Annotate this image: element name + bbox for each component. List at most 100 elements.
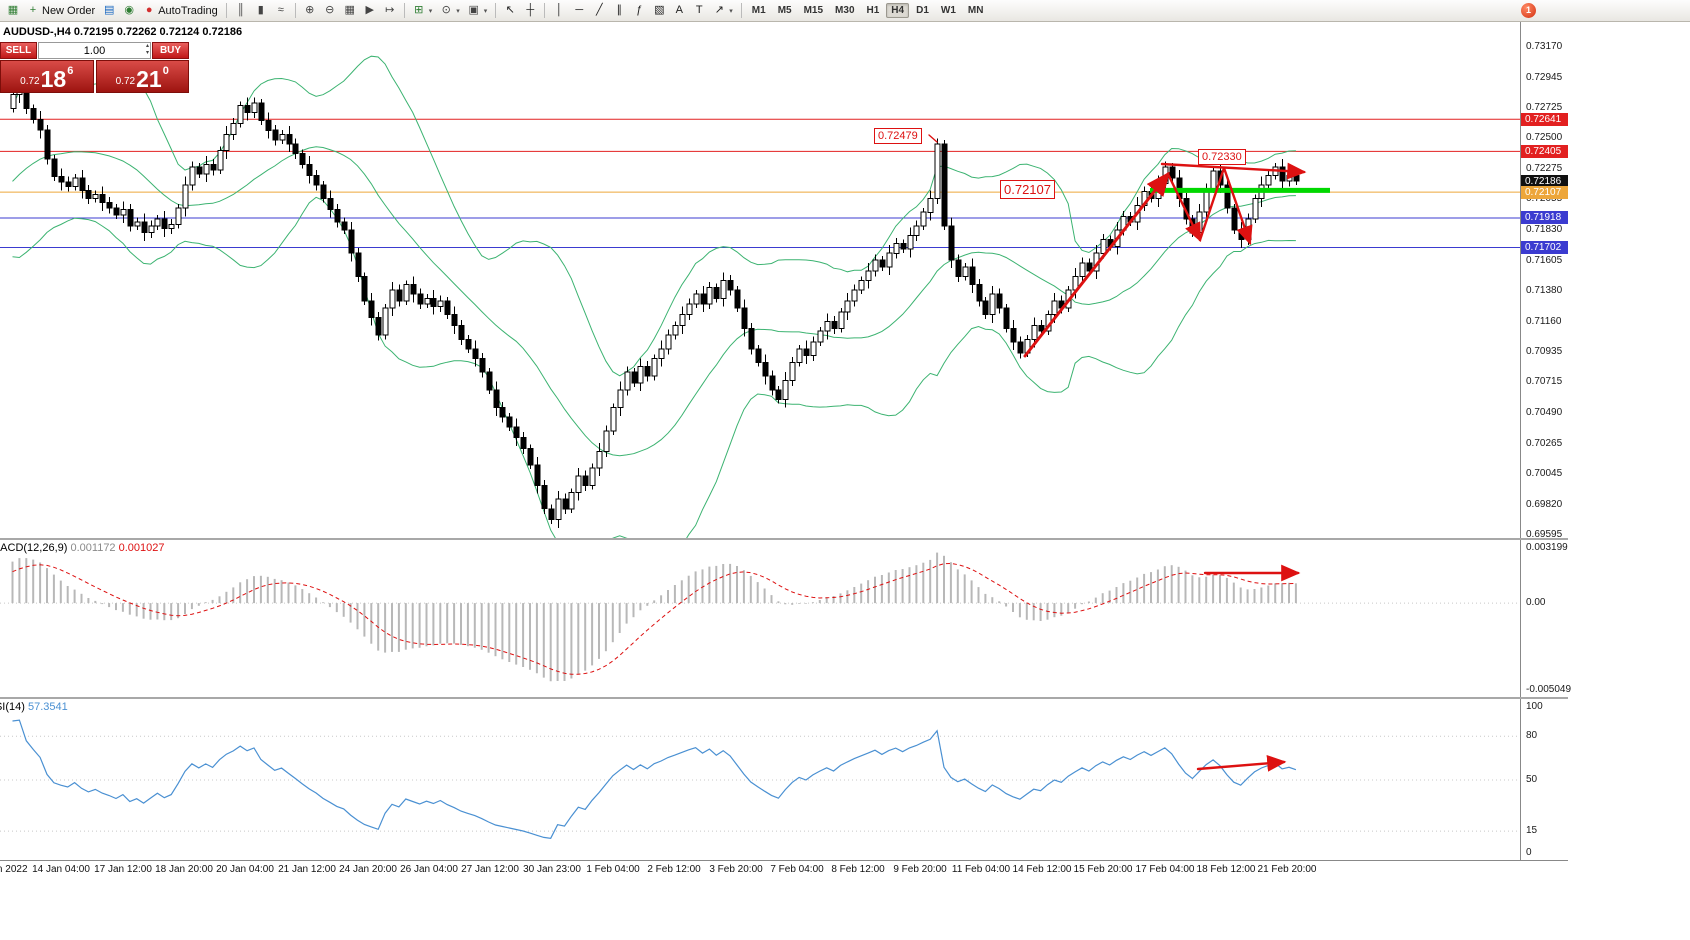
candle[interactable]: [734, 286, 741, 312]
crosshair-button[interactable]: ┼: [521, 4, 539, 17]
candle[interactable]: [444, 296, 451, 319]
candle[interactable]: [161, 210, 168, 237]
price-axis[interactable]: 0.731700.729450.727250.725000.722750.720…: [1520, 22, 1571, 878]
candle[interactable]: [927, 190, 934, 221]
candle[interactable]: [817, 327, 824, 347]
chart-profiles-button[interactable]: ▤: [100, 4, 118, 17]
candle[interactable]: [838, 307, 845, 333]
candle[interactable]: [99, 186, 106, 211]
candle[interactable]: [410, 276, 417, 303]
equidistant-channel-button[interactable]: ∥: [610, 4, 628, 17]
candle[interactable]: [65, 176, 72, 192]
candle[interactable]: [396, 284, 403, 307]
candle[interactable]: [120, 201, 127, 224]
candle[interactable]: [982, 296, 989, 319]
candle[interactable]: [996, 288, 1003, 314]
candle[interactable]: [1293, 171, 1300, 185]
candle[interactable]: [548, 504, 555, 524]
candle[interactable]: [465, 335, 472, 353]
candle[interactable]: [803, 340, 810, 364]
timeframe-mn[interactable]: MN: [967, 5, 984, 16]
candle[interactable]: [127, 204, 134, 232]
sell-price-box[interactable]: 0.72 18 6: [0, 60, 94, 93]
candle[interactable]: [920, 208, 927, 230]
candle[interactable]: [203, 156, 210, 183]
candle[interactable]: [113, 204, 120, 220]
text-label-button[interactable]: T: [690, 4, 708, 17]
candle[interactable]: [651, 354, 658, 381]
macd-signal-line[interactable]: [12, 562, 1296, 675]
candle[interactable]: [286, 126, 293, 153]
candle[interactable]: [51, 154, 58, 181]
candle[interactable]: [148, 220, 155, 239]
cursor-button[interactable]: ↖: [501, 4, 519, 17]
chart-shift-button[interactable]: ↦: [381, 4, 399, 17]
bollinger-middle[interactable]: [12, 146, 1296, 457]
periods-button[interactable]: ⊙ ▾: [437, 4, 463, 17]
price-callout[interactable]: 0.72107: [1000, 180, 1055, 199]
shapes-button[interactable]: ▧: [650, 4, 668, 17]
candle[interactable]: [403, 280, 410, 306]
candle[interactable]: [368, 292, 375, 326]
candle[interactable]: [879, 255, 886, 271]
candle[interactable]: [693, 290, 700, 308]
candle[interactable]: [375, 312, 382, 341]
callout-pointer[interactable]: [928, 134, 938, 143]
macd-chart[interactable]: [0, 540, 1520, 697]
volume-input[interactable]: [57, 43, 132, 58]
zoom-out-button[interactable]: ⊖: [321, 4, 339, 17]
candle[interactable]: [851, 284, 858, 307]
candle[interactable]: [272, 124, 279, 146]
main-chart-panel[interactable]: AUDUSD-,H4 0.72195 0.72262 0.72124 0.721…: [0, 22, 1520, 538]
candle[interactable]: [568, 488, 575, 513]
candle[interactable]: [513, 418, 520, 446]
candle[interactable]: [976, 279, 983, 307]
candle[interactable]: [230, 117, 237, 140]
candle[interactable]: [217, 146, 224, 174]
candle[interactable]: [748, 322, 755, 355]
candle[interactable]: [706, 281, 713, 310]
timeframe-w1[interactable]: W1: [940, 5, 956, 16]
candle[interactable]: [37, 111, 44, 139]
candle[interactable]: [741, 299, 748, 337]
macd-panel[interactable]: MACD(12,26,9) 0.001172 0.001027: [0, 540, 1520, 697]
candle[interactable]: [479, 353, 486, 378]
rsi-line[interactable]: [12, 719, 1297, 839]
candle[interactable]: [279, 130, 286, 144]
candle[interactable]: [782, 372, 789, 408]
swing-down-arrow-1[interactable]: [1166, 172, 1202, 243]
candle[interactable]: [562, 493, 569, 515]
candle[interactable]: [417, 288, 424, 310]
candle[interactable]: [196, 163, 203, 179]
volume-spinner[interactable]: ▴ ▾: [146, 43, 149, 57]
templates-button[interactable]: ▣ ▾: [465, 4, 491, 17]
buy-button[interactable]: BUY: [152, 42, 189, 59]
candle[interactable]: [955, 254, 962, 282]
candle[interactable]: [189, 161, 196, 191]
auto-scroll-button[interactable]: ▶: [361, 4, 379, 17]
candle[interactable]: [265, 112, 272, 139]
arrows-tool-button[interactable]: ↗ ▾: [710, 4, 736, 17]
candle[interactable]: [334, 204, 341, 228]
timeframe-h1[interactable]: H1: [866, 5, 880, 16]
candle[interactable]: [789, 357, 796, 386]
candle[interactable]: [1017, 336, 1024, 359]
candle[interactable]: [665, 329, 672, 355]
bollinger-upper[interactable]: [12, 55, 1296, 377]
candle[interactable]: [900, 239, 907, 254]
candle[interactable]: [472, 340, 479, 367]
candle[interactable]: [92, 190, 99, 203]
rsi-chart[interactable]: [0, 699, 1520, 860]
candle[interactable]: [10, 90, 17, 113]
buy-price-box[interactable]: 0.72 21 0: [95, 60, 189, 93]
candle[interactable]: [824, 313, 831, 340]
candle[interactable]: [72, 174, 79, 191]
candle[interactable]: [493, 381, 500, 416]
spin-down-icon[interactable]: ▾: [145, 50, 149, 56]
candle[interactable]: [430, 290, 437, 315]
candle-series[interactable]: [10, 78, 1300, 528]
candle[interactable]: [934, 138, 941, 204]
resistance-arrow[interactable]: [1160, 162, 1307, 180]
candle[interactable]: [244, 97, 251, 121]
candle[interactable]: [1010, 320, 1017, 351]
